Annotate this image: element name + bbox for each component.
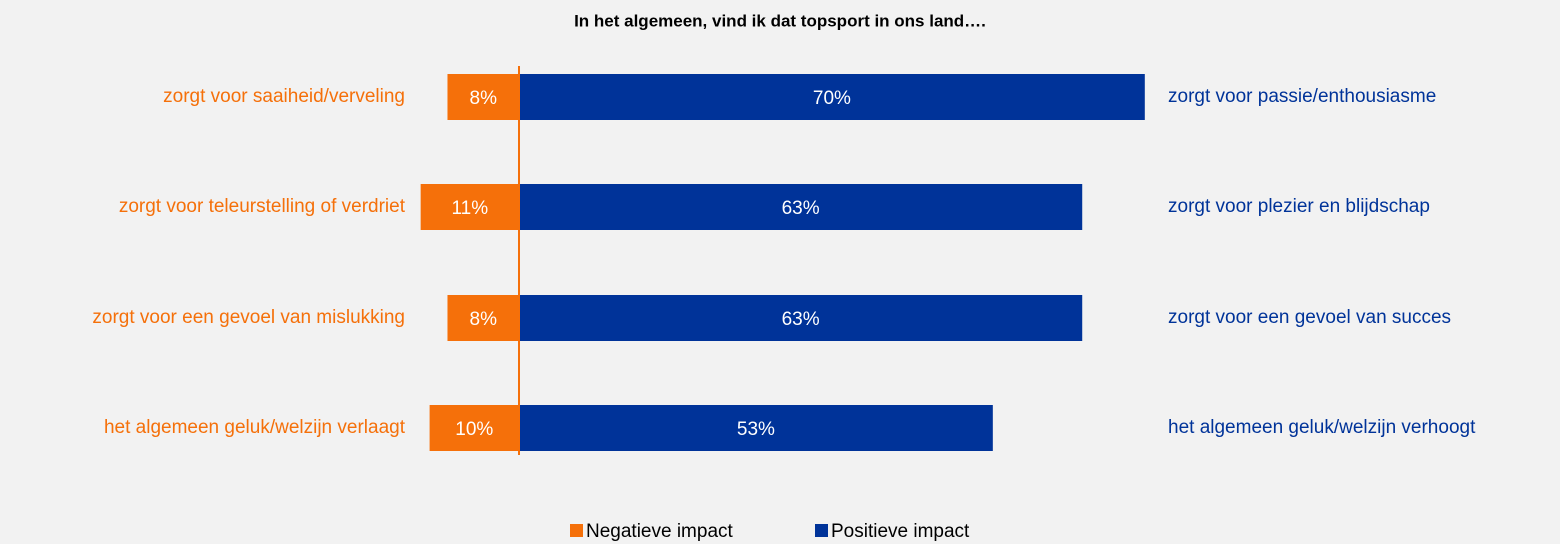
category-label: zorgt voor passie/enthousiasme — [1168, 86, 1436, 107]
bar — [447, 295, 519, 341]
legend-swatch — [570, 524, 583, 537]
category-label: zorgt voor plezier en blijdschap — [1168, 196, 1430, 217]
bar-label: 63% — [782, 309, 820, 330]
bar-label: 63% — [782, 198, 820, 219]
category-label: zorgt voor een gevoel van mislukking — [92, 307, 405, 328]
category-label: het algemeen geluk/welzijn verhoogt — [1168, 417, 1476, 438]
bar — [519, 295, 1083, 341]
bar-label: 8% — [470, 88, 498, 109]
bar-label: 70% — [813, 88, 851, 109]
category-label: zorgt voor een gevoel van succes — [1168, 307, 1451, 328]
bar — [429, 405, 519, 451]
chart-title: In het algemeen, vind ik dat topsport in… — [574, 11, 986, 30]
bar-label: 8% — [470, 309, 498, 330]
bar-label: 53% — [737, 419, 775, 440]
category-label: het algemeen geluk/welzijn verlaagt — [104, 417, 406, 438]
bar-label: 10% — [455, 419, 493, 440]
bar — [519, 184, 1083, 230]
legend-label: Negatieve impact — [586, 521, 734, 542]
bar — [447, 74, 519, 120]
category-label: zorgt voor teleurstelling of verdriet — [119, 196, 406, 217]
bar — [420, 184, 519, 230]
bar-label: 11% — [452, 198, 489, 219]
legend-swatch — [815, 524, 828, 537]
category-label: zorgt voor saaiheid/verveling — [163, 86, 405, 107]
bar — [519, 74, 1145, 120]
legend-label: Positieve impact — [831, 521, 970, 542]
bar — [519, 405, 993, 451]
